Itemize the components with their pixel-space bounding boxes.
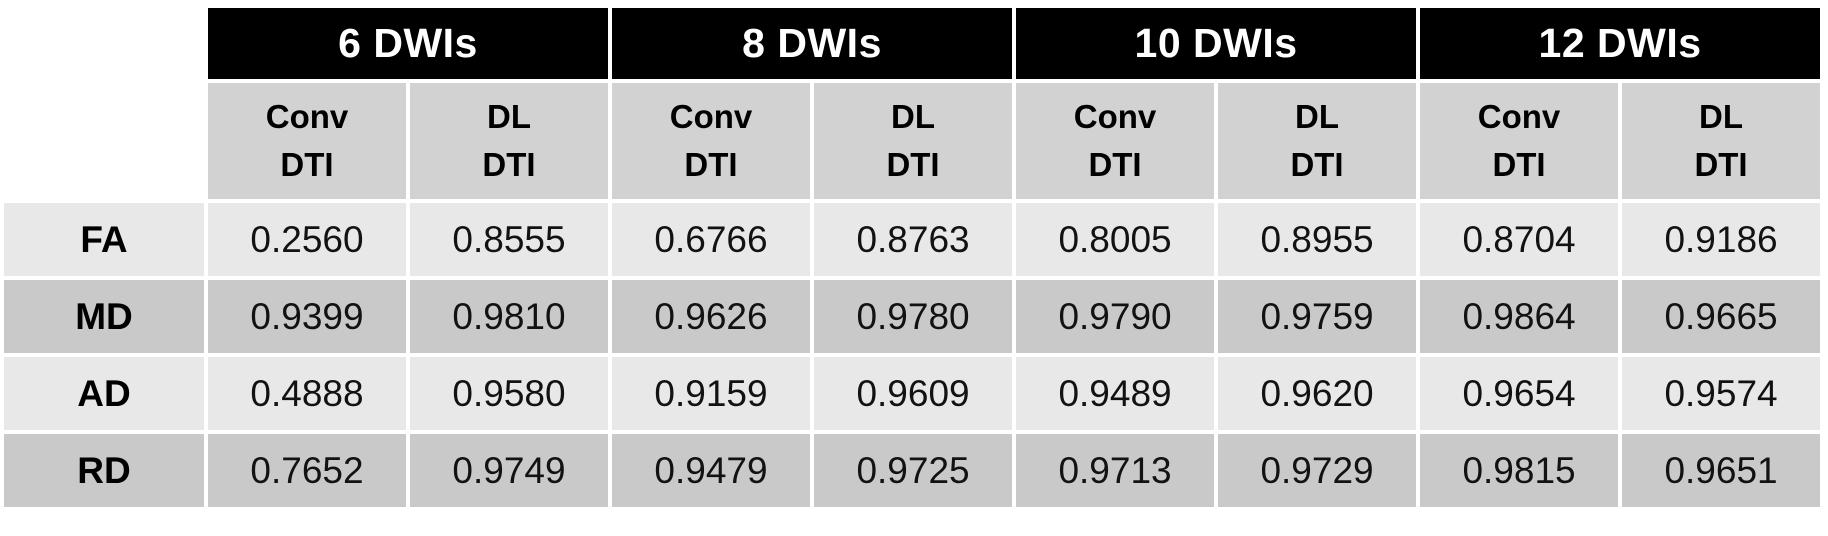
value-cell: 0.9479 <box>612 434 811 507</box>
value-cell: 0.9626 <box>612 280 811 353</box>
value-cell: 0.9790 <box>1016 280 1215 353</box>
method-name: DL <box>1295 98 1340 135</box>
value-cell: 0.9815 <box>1420 434 1619 507</box>
row-label: FA <box>4 203 204 276</box>
value-cell: 0.6766 <box>612 203 811 276</box>
method-name: Conv <box>1477 98 1561 135</box>
column-subheader: Conv DTI <box>1420 83 1619 199</box>
value-cell: 0.9749 <box>410 434 609 507</box>
column-group-header: 10 DWIs <box>1016 8 1417 79</box>
value-cell: 0.9713 <box>1016 434 1215 507</box>
value-cell: 0.9864 <box>1420 280 1619 353</box>
value-cell: 0.9780 <box>814 280 1013 353</box>
dti-label: DTI <box>684 146 738 183</box>
dti-label: DTI <box>1290 146 1344 183</box>
value-cell: 0.9665 <box>1622 280 1821 353</box>
table-row: AD 0.4888 0.9580 0.9159 0.9609 0.9489 0.… <box>4 357 1821 430</box>
value-cell: 0.8704 <box>1420 203 1619 276</box>
column-subheader: Conv DTI <box>612 83 811 199</box>
method-name: DL <box>487 98 531 135</box>
column-group-header: 6 DWIs <box>208 8 609 79</box>
column-subheader: DL DTI <box>1622 83 1821 199</box>
dti-label: DTI <box>886 146 940 183</box>
value-cell: 0.9399 <box>208 280 406 353</box>
method-name: Conv <box>1073 98 1157 135</box>
value-cell: 0.9651 <box>1622 434 1821 507</box>
value-cell: 0.9725 <box>814 434 1013 507</box>
value-cell: 0.8955 <box>1218 203 1417 276</box>
method-name: Conv <box>265 98 349 135</box>
table-row: MD 0.9399 0.9810 0.9626 0.9780 0.9790 0.… <box>4 280 1821 353</box>
column-group-header: 8 DWIs <box>612 8 1013 79</box>
value-cell: 0.8005 <box>1016 203 1215 276</box>
value-cell: 0.9489 <box>1016 357 1215 430</box>
value-cell: 0.9574 <box>1622 357 1821 430</box>
method-name: DL <box>891 98 936 135</box>
dti-correlation-table: 6 DWIs 8 DWIs 10 DWIs 12 DWIs Conv DTI D… <box>0 4 1824 511</box>
value-cell: 0.9186 <box>1622 203 1821 276</box>
value-cell: 0.9620 <box>1218 357 1417 430</box>
value-cell: 0.9609 <box>814 357 1013 430</box>
corner-spacer <box>4 83 204 199</box>
row-label: AD <box>4 357 204 430</box>
value-cell: 0.9729 <box>1218 434 1417 507</box>
value-cell: 0.2560 <box>208 203 406 276</box>
value-cell: 0.9810 <box>410 280 609 353</box>
value-cell: 0.9159 <box>612 357 811 430</box>
method-name: Conv <box>669 98 753 135</box>
dti-label: DTI <box>280 146 334 183</box>
column-subheader: Conv DTI <box>1016 83 1215 199</box>
value-cell: 0.9654 <box>1420 357 1619 430</box>
row-label: MD <box>4 280 204 353</box>
value-cell: 0.9759 <box>1218 280 1417 353</box>
value-cell: 0.8555 <box>410 203 609 276</box>
column-group-header: 12 DWIs <box>1420 8 1821 79</box>
method-name: DL <box>1699 98 1744 135</box>
value-cell: 0.7652 <box>208 434 406 507</box>
value-cell: 0.9580 <box>410 357 609 430</box>
table-row: FA 0.2560 0.8555 0.6766 0.8763 0.8005 0.… <box>4 203 1821 276</box>
table-row: RD 0.7652 0.9749 0.9479 0.9725 0.9713 0.… <box>4 434 1821 507</box>
column-subheader: Conv DTI <box>208 83 406 199</box>
column-subheader: DL DTI <box>410 83 609 199</box>
corner-spacer <box>4 8 204 79</box>
value-cell: 0.8763 <box>814 203 1013 276</box>
row-label: RD <box>4 434 204 507</box>
dti-label: DTI <box>482 146 536 183</box>
dti-label: DTI <box>1694 146 1748 183</box>
column-subheader: DL DTI <box>1218 83 1417 199</box>
dti-label: DTI <box>1088 146 1142 183</box>
column-subheader: DL DTI <box>814 83 1013 199</box>
dti-label: DTI <box>1492 146 1546 183</box>
value-cell: 0.4888 <box>208 357 406 430</box>
